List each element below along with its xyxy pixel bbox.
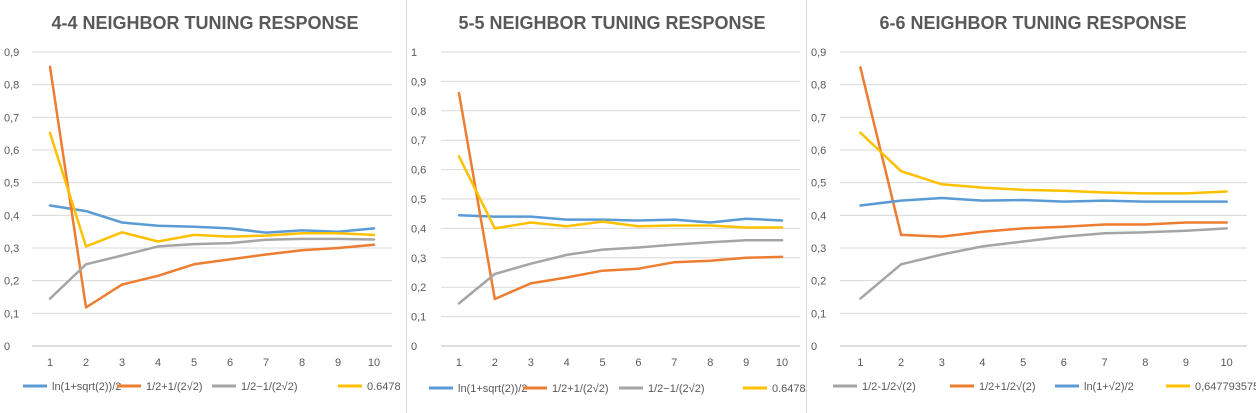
y-tick-label: 0,1 xyxy=(4,308,19,320)
x-tick-label: 9 xyxy=(1183,357,1189,369)
x-tick-label: 9 xyxy=(335,357,341,369)
x-tick-label: 3 xyxy=(528,357,534,369)
y-tick-label: 0 xyxy=(411,341,417,353)
x-tick-label: 8 xyxy=(299,357,305,369)
x-tick-label: 2 xyxy=(898,357,904,369)
panel-divider-2 xyxy=(806,0,807,413)
x-tick-label: 7 xyxy=(671,357,677,369)
legend-label: 0,647793575 xyxy=(1195,381,1256,393)
legend-label: 1/2−1/(2√2) xyxy=(648,383,705,395)
y-tick-label: 0,8 xyxy=(811,80,826,92)
legend-label: ln(1+sqrt(2))/2 xyxy=(52,381,121,393)
series-line-3 xyxy=(859,131,1228,195)
y-tick-label: 0,3 xyxy=(411,253,426,265)
x-tick-label: 5 xyxy=(599,357,605,369)
y-tick-label: 1 xyxy=(411,47,417,59)
y-tick-label: 0,9 xyxy=(411,76,426,88)
chart-panel-6-6: 0 0,1 0,2 0,3 0,4 0,5 0,6 0,7 0,8 0,9 1 2 3 4 5 6 7 8 9 10 6… xyxy=(807,0,1256,413)
legend-label: 1/2+1/(2√2) xyxy=(552,383,609,395)
y-tick-label: 0,8 xyxy=(411,106,426,118)
legend-label: 0.6478 xyxy=(367,381,401,393)
x-tick-label: 10 xyxy=(368,357,380,369)
y-tick-label: 0,7 xyxy=(411,135,426,147)
x-tick-label: 4 xyxy=(979,357,985,369)
legend-label: ln(1+sqrt(2))/2 xyxy=(458,383,527,395)
x-tick-label: 5 xyxy=(191,357,197,369)
series-line-3 xyxy=(48,131,376,248)
y-tick-label: 0,6 xyxy=(4,145,19,157)
x-tick-label: 8 xyxy=(1142,357,1148,369)
series-line-2 xyxy=(457,238,784,305)
x-tick-label: 4 xyxy=(564,357,570,369)
x-tick-label: 5 xyxy=(1020,357,1026,369)
x-tick-label: 1 xyxy=(456,357,462,369)
legend-label: 1/2−1/(2√2) xyxy=(241,381,298,393)
chart-title: 4-4 NEIGHBOR TUNING RESPONSE xyxy=(51,13,358,33)
y-tick-label: 0,9 xyxy=(4,47,19,59)
x-tick-label: 2 xyxy=(83,357,89,369)
y-tick-label: 0 xyxy=(4,341,10,353)
y-tick-label: 0 xyxy=(811,341,817,353)
y-tick-label: 0,4 xyxy=(411,223,426,235)
y-tick-label: 0,7 xyxy=(811,112,826,124)
legend-label: ln(1+√2)/2 xyxy=(1084,381,1134,393)
chart-svg-5-5: 0 0,1 0,2 0,3 0,4 0,5 0,6 0,7 0,8 0,9 1 1 2 3 4 5 6 7 8 9 10… xyxy=(411,13,806,395)
x-tick-label: 3 xyxy=(939,357,945,369)
y-tick-label: 0,6 xyxy=(411,165,426,177)
x-tick-label: 3 xyxy=(119,357,125,369)
x-tick-label: 2 xyxy=(492,357,498,369)
legend-label: 1/2-1/2√(2) xyxy=(862,381,916,393)
y-tick-label: 0,2 xyxy=(811,276,826,288)
series-line-2 xyxy=(48,237,376,300)
y-tick-label: 0,5 xyxy=(4,178,19,190)
legend-label: 0.6478 xyxy=(772,383,806,395)
series-line-1 xyxy=(859,66,1228,238)
x-tick-label: 1 xyxy=(47,357,53,369)
x-tick-label: 6 xyxy=(1061,357,1067,369)
legend-label: 1/2+1/(2√2) xyxy=(146,381,203,393)
y-tick-label: 0,9 xyxy=(811,47,826,59)
y-tick-label: 0,3 xyxy=(4,243,19,255)
series-line-1 xyxy=(457,91,784,301)
chart-panel-5-5: 0 0,1 0,2 0,3 0,4 0,5 0,6 0,7 0,8 0,9 1 1 2 3 4 5 6 7 8 9 10… xyxy=(407,0,806,413)
y-tick-label: 0,6 xyxy=(811,145,826,157)
y-tick-label: 0,2 xyxy=(4,276,19,288)
chart-svg-6-6: 0 0,1 0,2 0,3 0,4 0,5 0,6 0,7 0,8 0,9 1 2 3 4 5 6 7 8 9 10 6… xyxy=(811,13,1256,393)
series-line-0 xyxy=(457,213,784,224)
x-tick-label: 10 xyxy=(776,357,788,369)
chart-panel-4-4: 0 0,1 0,2 0,3 0,4 0,5 0,6 0,7 0,8 0,9 1 2 3 4 5 6 7 8 9 10 4… xyxy=(0,0,406,413)
y-tick-label: 0,8 xyxy=(4,80,19,92)
chart-svg-4-4: 0 0,1 0,2 0,3 0,4 0,5 0,6 0,7 0,8 0,9 1 2 3 4 5 6 7 8 9 10 4… xyxy=(4,13,401,393)
chart-title: 5-5 NEIGHBOR TUNING RESPONSE xyxy=(458,13,765,33)
y-tick-label: 0,4 xyxy=(4,210,19,222)
y-tick-label: 0,5 xyxy=(811,178,826,190)
x-tick-label: 7 xyxy=(1101,357,1107,369)
x-tick-label: 4 xyxy=(155,357,161,369)
x-tick-label: 1 xyxy=(857,357,863,369)
series-line-1 xyxy=(48,65,376,309)
y-tick-label: 0,7 xyxy=(4,112,19,124)
legend-label: 1/2+1/2√(2) xyxy=(979,381,1036,393)
y-tick-label: 0,1 xyxy=(811,308,826,320)
y-tick-label: 0,5 xyxy=(411,194,426,206)
panel-divider-1 xyxy=(406,0,407,413)
x-tick-label: 9 xyxy=(743,357,749,369)
x-tick-label: 6 xyxy=(227,357,233,369)
series-line-0 xyxy=(859,227,1228,300)
series-line-2 xyxy=(859,196,1228,207)
y-tick-label: 0,1 xyxy=(411,312,426,324)
series-line-0 xyxy=(48,204,376,234)
x-tick-label: 10 xyxy=(1221,357,1233,369)
y-tick-label: 0,4 xyxy=(811,210,826,222)
x-tick-label: 6 xyxy=(635,357,641,369)
x-tick-label: 8 xyxy=(707,357,713,369)
y-tick-label: 0,2 xyxy=(411,282,426,294)
series-line-3 xyxy=(457,155,784,230)
y-tick-label: 0,3 xyxy=(811,243,826,255)
chart-title: 6-6 NEIGHBOR TUNING RESPONSE xyxy=(879,13,1186,33)
x-tick-label: 7 xyxy=(263,357,269,369)
